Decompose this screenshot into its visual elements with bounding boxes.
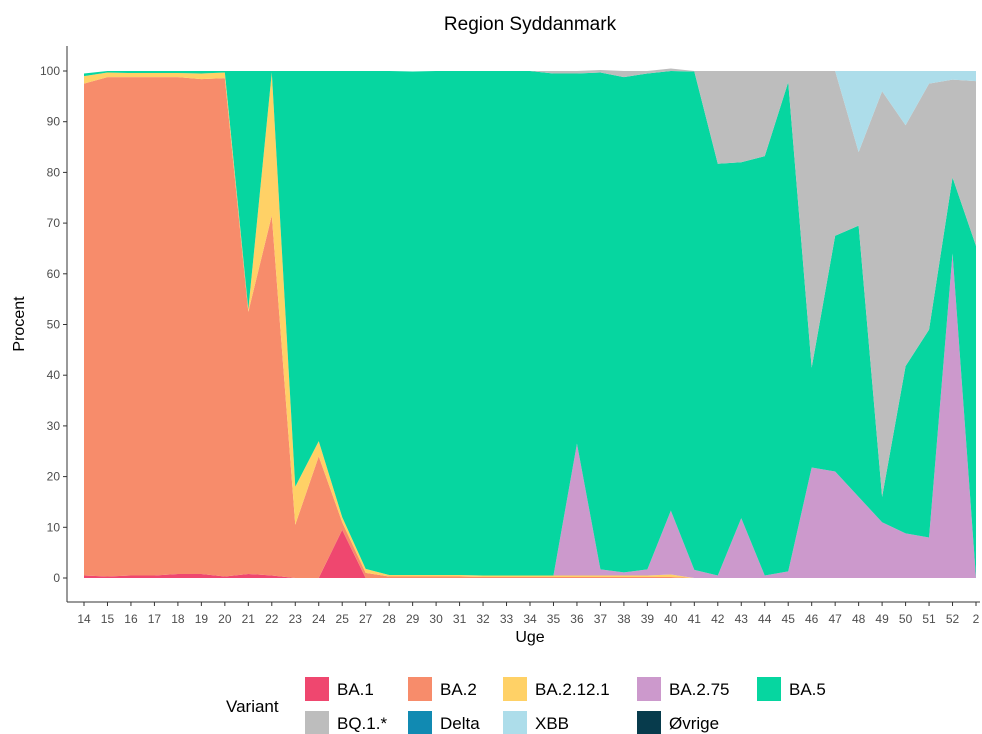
x-tick-label: 27: [359, 612, 373, 626]
x-tick-label: 33: [500, 612, 514, 626]
x-tick-label: 14: [77, 612, 91, 626]
y-tick-label: 80: [47, 165, 61, 179]
y-tick-label: 60: [47, 267, 61, 281]
x-tick-label: 50: [899, 612, 913, 626]
x-tick-label: 43: [735, 612, 749, 626]
legend-key: [757, 677, 781, 701]
y-tick-label: 0: [53, 571, 60, 585]
x-tick-label: 39: [641, 612, 655, 626]
legend-title: Variant: [226, 697, 279, 716]
legend-label: BA.2.75: [669, 680, 730, 699]
x-tick-label: 20: [218, 612, 232, 626]
x-tick-label: 19: [195, 612, 209, 626]
x-tick-label: 23: [289, 612, 303, 626]
area-series-bq-1-: [84, 68, 976, 497]
legend-key: [637, 677, 661, 701]
area-series-ba-2: [84, 77, 976, 578]
y-tick-label: 20: [47, 470, 61, 484]
x-tick-label: 17: [148, 612, 162, 626]
legend-key: [408, 711, 432, 734]
x-axis-ticks: 14 15 16 17 18 19 20 21 22 23 24 25 27 28 29 30 31 32 33 34…: [77, 602, 980, 626]
y-tick-label: 10: [47, 520, 61, 534]
legend-label: XBB: [535, 714, 569, 733]
y-tick-label: 40: [47, 368, 61, 382]
area-series-xbb: [84, 68, 976, 153]
y-tick-label: 30: [47, 419, 61, 433]
legend-label: BQ.1.*: [337, 714, 387, 733]
area-series-ba-2-75: [84, 72, 976, 579]
x-tick-label: 30: [429, 612, 443, 626]
x-tick-label: 37: [594, 612, 608, 626]
legend-key: [637, 711, 661, 734]
legend-label: BA.1: [337, 680, 374, 699]
x-tick-label: 48: [852, 612, 866, 626]
x-tick-label: 35: [547, 612, 561, 626]
x-tick-label: 34: [523, 612, 537, 626]
y-axis-title: Procent: [11, 296, 28, 352]
legend-label: BA.5: [789, 680, 826, 699]
x-tick-label: 25: [336, 612, 350, 626]
legend-key: [305, 711, 329, 734]
legend-key: [408, 677, 432, 701]
legend-label: Delta: [440, 714, 480, 733]
y-tick-label: 50: [47, 318, 61, 332]
x-tick-label: 36: [570, 612, 584, 626]
y-tick-label: 90: [47, 115, 61, 129]
x-tick-label: 16: [124, 612, 138, 626]
x-tick-label: 29: [406, 612, 420, 626]
y-axis-ticks: 0 10 20 30 40 50 60 70 80 90 100: [40, 64, 67, 585]
x-tick-label: 51: [922, 612, 936, 626]
legend-label: BA.2: [440, 680, 477, 699]
legend: Variant BA.1 BA.2 BA.2.12.1 BA.2.75 BA.5 BQ.1…: [226, 677, 826, 734]
x-tick-label: 22: [265, 612, 279, 626]
x-axis-title: Uge: [515, 629, 544, 646]
legend-key: [503, 711, 527, 734]
x-tick-label: 45: [782, 612, 796, 626]
x-tick-label: 18: [171, 612, 185, 626]
x-tick-label: 15: [101, 612, 115, 626]
x-tick-label: 21: [242, 612, 256, 626]
y-tick-label: 70: [47, 216, 61, 230]
legend-label: Øvrige: [669, 714, 719, 733]
x-tick-label: 40: [664, 612, 678, 626]
plot-areas: [84, 68, 976, 579]
chart-title: Region Syddanmark: [444, 14, 617, 35]
x-tick-label: 44: [758, 612, 772, 626]
x-tick-label: 46: [805, 612, 819, 626]
x-tick-label: 2: [973, 612, 980, 626]
legend-key: [503, 677, 527, 701]
x-tick-label: 42: [711, 612, 725, 626]
legend-key: [305, 677, 329, 701]
x-tick-label: 52: [946, 612, 960, 626]
x-tick-label: 38: [617, 612, 631, 626]
x-tick-label: 47: [828, 612, 842, 626]
x-tick-label: 28: [382, 612, 396, 626]
x-tick-label: 24: [312, 612, 326, 626]
x-tick-label: 49: [875, 612, 889, 626]
legend-label: BA.2.12.1: [535, 680, 610, 699]
x-tick-label: 31: [453, 612, 467, 626]
x-tick-label: 41: [688, 612, 702, 626]
y-tick-label: 100: [40, 64, 60, 78]
area-series-ba-5: [84, 71, 976, 578]
x-tick-label: 32: [476, 612, 490, 626]
